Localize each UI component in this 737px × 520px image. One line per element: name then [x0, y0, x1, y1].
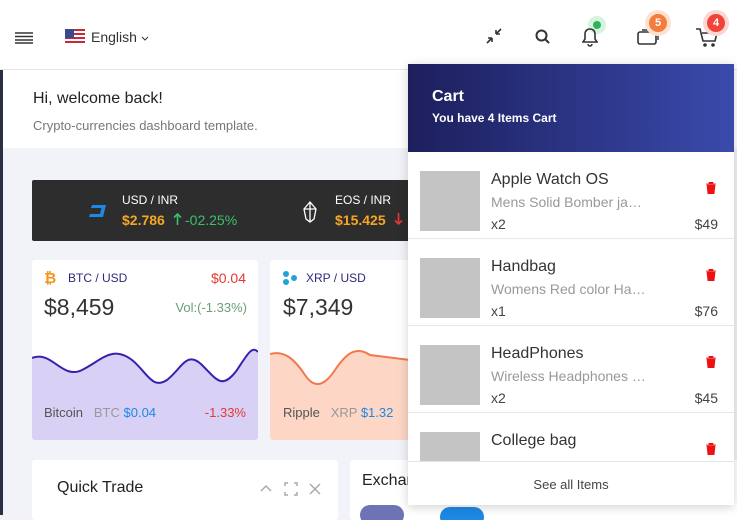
cart-badge: 4: [707, 14, 725, 32]
cart-button[interactable]: [695, 27, 719, 49]
item-qty: x2: [491, 390, 506, 406]
item-description: Mens Solid Bomber ja…: [491, 194, 642, 210]
up-arrow: [173, 213, 182, 225]
eos-icon: [303, 201, 317, 223]
coin-symbol: BTC: [93, 405, 120, 420]
quick-trade-card: Quick Trade: [32, 460, 338, 520]
messages-badge: 5: [649, 14, 667, 32]
card-footer: Ripple XRP $1.32: [283, 405, 393, 420]
item-description: Womens Red color Ha…: [491, 281, 646, 297]
card-price: $7,349: [283, 294, 354, 320]
item-name: HeadPhones: [491, 345, 584, 362]
item-name: Apple Watch OS: [491, 171, 609, 188]
item-image: [420, 258, 480, 318]
down-arrow: [394, 213, 403, 225]
item-image: [420, 432, 480, 461]
see-all-link[interactable]: See all Items: [533, 477, 609, 492]
item-description: Wireless Headphones …: [491, 368, 646, 384]
coin-name: Bitcoin: [44, 405, 84, 420]
ticker-price: $2.786: [122, 212, 165, 228]
ticker-pair: USD / INR: [122, 193, 179, 207]
language-selector[interactable]: English: [91, 29, 149, 45]
btc-card: ₿ BTC / USD $0.04 $8,459 Vol:(-1.33%) Bi…: [32, 260, 258, 440]
cart-items: Apple Watch OS Mens Solid Bomber ja… x2 $49…: [408, 152, 734, 461]
btc-icon: ₿: [44, 270, 56, 286]
delete-button[interactable]: [706, 356, 716, 368]
svg-text:₿: ₿: [44, 270, 56, 286]
item-qty: x1: [491, 303, 506, 319]
notifications-button[interactable]: [582, 27, 598, 47]
card-pair: BTC / USD: [68, 271, 128, 285]
cart-item[interactable]: HeadPhones Wireless Headphones … x2 $45: [408, 326, 734, 413]
delete-button[interactable]: [706, 443, 716, 455]
cart-item[interactable]: Apple Watch OS Mens Solid Bomber ja… x2 $49: [408, 152, 734, 239]
card-title: Quick Trade: [57, 479, 144, 496]
xrp-icon: [283, 271, 297, 285]
card-footer: Bitcoin BTC $0.04: [44, 405, 156, 420]
card-delta: $0.04: [210, 270, 246, 286]
card-price: $8,459: [44, 294, 115, 320]
card-volume: Vol:(-1.33%): [175, 300, 247, 315]
ticker-change: -02.25%: [185, 212, 238, 228]
item-name: Handbag: [491, 258, 556, 275]
exchange-tab: [360, 505, 404, 520]
delete-button[interactable]: [706, 269, 716, 281]
btc-wave: [32, 348, 258, 440]
item-price: $76: [694, 303, 718, 319]
cart-title: Cart: [432, 88, 465, 105]
language[interactable]: English: [91, 29, 137, 45]
item-name: College bag: [491, 432, 577, 449]
welcome-title: Hi, welcome back!: [33, 90, 163, 107]
top-bar: English 5 4: [0, 0, 737, 70]
cart-item[interactable]: College bag: [408, 413, 734, 461]
item-qty: x2: [491, 216, 506, 232]
sidebar-edge: [0, 70, 3, 515]
cart-header: Cart You have 4 Items Cart: [408, 64, 734, 152]
exchange-toggle[interactable]: [440, 507, 484, 520]
menu-button[interactable]: [15, 32, 33, 44]
item-price: $49: [694, 216, 718, 232]
bell-dot-inner: [593, 21, 601, 29]
chevron: [141, 36, 149, 41]
card-change: -1.33%: [204, 405, 246, 420]
item-image: [420, 171, 480, 231]
coin-price: $1.32: [360, 405, 394, 420]
xrp-wave: [270, 350, 411, 440]
ticker-price: $15.425: [335, 212, 386, 228]
cart-dropdown: Cart You have 4 Items Cart Apple Watch O…: [408, 64, 734, 505]
cart-item[interactable]: Handbag Womens Red color Ha… x1 $76: [408, 239, 734, 326]
card-controls[interactable]: [260, 482, 322, 496]
card-pair: XRP / USD: [306, 271, 366, 285]
coin-name: Ripple: [283, 405, 320, 420]
delete-button[interactable]: [706, 182, 716, 194]
item-image: [420, 345, 480, 405]
cart-subtitle: You have 4 Items Cart: [432, 111, 557, 125]
cart-footer: See all Items: [408, 461, 734, 505]
coin-price: $0.04: [123, 405, 157, 420]
coin-symbol: XRP: [330, 405, 358, 420]
search-button[interactable]: [535, 29, 551, 45]
fullscreen-button[interactable]: [486, 28, 502, 44]
ticker-pair: EOS / INR: [335, 193, 392, 207]
us-flag: [65, 29, 85, 45]
ticker-bar: USD / INR $2.786 -02.25% EOS / INR $15.4…: [32, 180, 412, 241]
welcome-subtitle: Crypto-currencies dashboard template.: [33, 118, 258, 133]
item-price: $45: [694, 390, 718, 406]
dash-icon: [89, 205, 106, 217]
